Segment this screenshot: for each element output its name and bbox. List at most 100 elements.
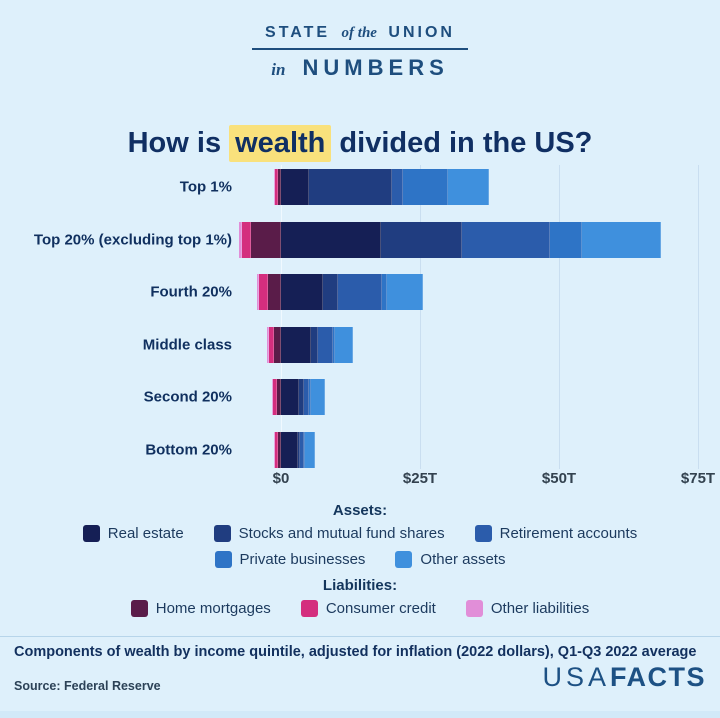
bar-segment-asset [281,169,309,205]
title-prefix: How is [127,127,230,160]
masthead-divider [252,48,468,50]
bar-segment-asset [317,326,333,363]
bar-segment-asset [387,274,423,310]
chart-footnote: Components of wealth by income quintile,… [14,644,697,660]
bar-segment-asset [392,169,403,205]
legend-swatch [213,525,231,542]
legend-swatch [214,551,232,568]
masthead-in: in [271,60,286,79]
gridline-$0 [281,165,282,469]
bar-segment-liability [272,379,274,415]
masthead-union: UNION [388,24,455,41]
bar-segment-asset [281,274,323,310]
legend-item: Retirement accounts [474,525,638,542]
row-label: Bottom 20% [145,441,232,458]
legend-item: Private businesses [214,551,366,568]
legend-item: Real estate [82,525,184,542]
legend-label: Retirement accounts [499,525,638,542]
bar-segment-asset [281,431,298,468]
gridline-$75T [698,165,699,469]
x-tick-label: $0 [272,470,290,487]
bar-segment-asset [304,431,315,468]
usafacts-logo: USAFACTS [542,662,706,693]
page-title: How is wealth divided in the US? [0,125,720,163]
bar-segment-liability [273,169,276,205]
legend-item: Consumer credit [300,600,436,617]
logo-facts: FACTS [609,662,706,692]
legend-label: Private businesses [239,551,366,568]
bar-segment-asset [334,326,353,363]
legend-item: Stocks and mutual fund shares [213,525,445,542]
bar-segment-asset [281,326,312,363]
legend-label: Stocks and mutual fund shares [238,525,445,542]
bar-segment-asset [303,431,305,468]
bar-segment-asset [281,379,299,415]
masthead-line1: STATE of the UNION [0,24,720,42]
footer-divider [0,636,720,637]
legend-liabilities-header: Liabilities: [322,577,398,594]
legend-swatch [474,525,492,542]
legend-swatch [82,525,100,542]
bar-segment-asset [297,431,301,468]
x-tick-label: $25T [402,470,438,487]
source-attribution: Source: Federal Reserve [14,679,161,693]
bottom-strip [0,711,720,718]
row-label: Top 20% (excluding top 1%) [33,231,232,248]
gridline-$25T [420,165,421,469]
legend-assets-row-2: Private businesses Other assets [0,551,720,568]
bar-segment-asset [322,274,338,310]
bar-segment-asset [582,221,662,258]
legend-swatch [465,600,483,617]
title-suffix: divided in the US? [331,127,593,160]
row-label: Second 20% [143,388,232,406]
row-label: Middle class [142,336,232,353]
bar-segment-asset [309,379,311,415]
legend-label: Home mortgages [155,600,271,617]
bar-segment-asset [308,169,393,205]
bar-segment-liability [277,169,281,205]
bar-segment-asset [402,169,448,205]
bar-segment-asset [447,169,490,205]
title-highlighted-word: wealth [229,125,332,163]
bar-segment-liability [277,379,281,415]
bar-segment-liability [238,221,243,258]
legend-swatch [300,600,318,617]
legend-label: Real estate [107,525,184,542]
bar-segment-liability [256,274,259,310]
bar-segment-liability [242,221,251,258]
legend-swatch [395,551,413,568]
legend-swatch [130,600,148,617]
bar-segment-asset [311,379,325,415]
masthead-state: STATE [265,24,331,41]
masthead: STATE of the UNION in NUMBERS [0,24,720,81]
row-label: Top 1% [179,178,232,196]
bar-segment-asset [381,221,462,258]
legend-item: Other assets [395,551,505,568]
x-tick-label: $75T [680,470,716,487]
x-tick-label: $50T [541,470,577,487]
legend-label: Other assets [420,551,506,568]
bar-segment-asset [311,326,318,363]
bar-segment-asset [332,326,335,363]
bar-segment-liability [268,326,274,363]
bar-segment-asset [303,379,310,415]
bar-segment-liability [274,431,276,468]
bar-segment-asset [337,274,383,310]
masthead-numbers: NUMBERS [302,55,449,80]
bar-segment-asset [549,221,583,258]
bar-segment-liability [258,274,268,310]
x-axis: $0 $25T $50T $75T [0,470,720,490]
bar-segment-asset [461,221,550,258]
bar-segment-liability [273,379,278,415]
legend-assets-row-1: Real estate Stocks and mutual fund shares… [0,525,720,542]
logo-usa: USA [542,662,610,692]
chart-legend: Assets: Real estate Stocks and mutual fun… [0,498,720,626]
legend-assets-header: Assets: [332,502,388,519]
legend-label: Consumer credit [325,600,436,617]
bar-segment-liability [267,326,269,363]
bar-segment-liability [267,274,281,310]
bar-segment-liability [275,169,278,205]
bar-segment-asset [281,221,382,258]
legend-label: Other liabilities [490,600,590,617]
